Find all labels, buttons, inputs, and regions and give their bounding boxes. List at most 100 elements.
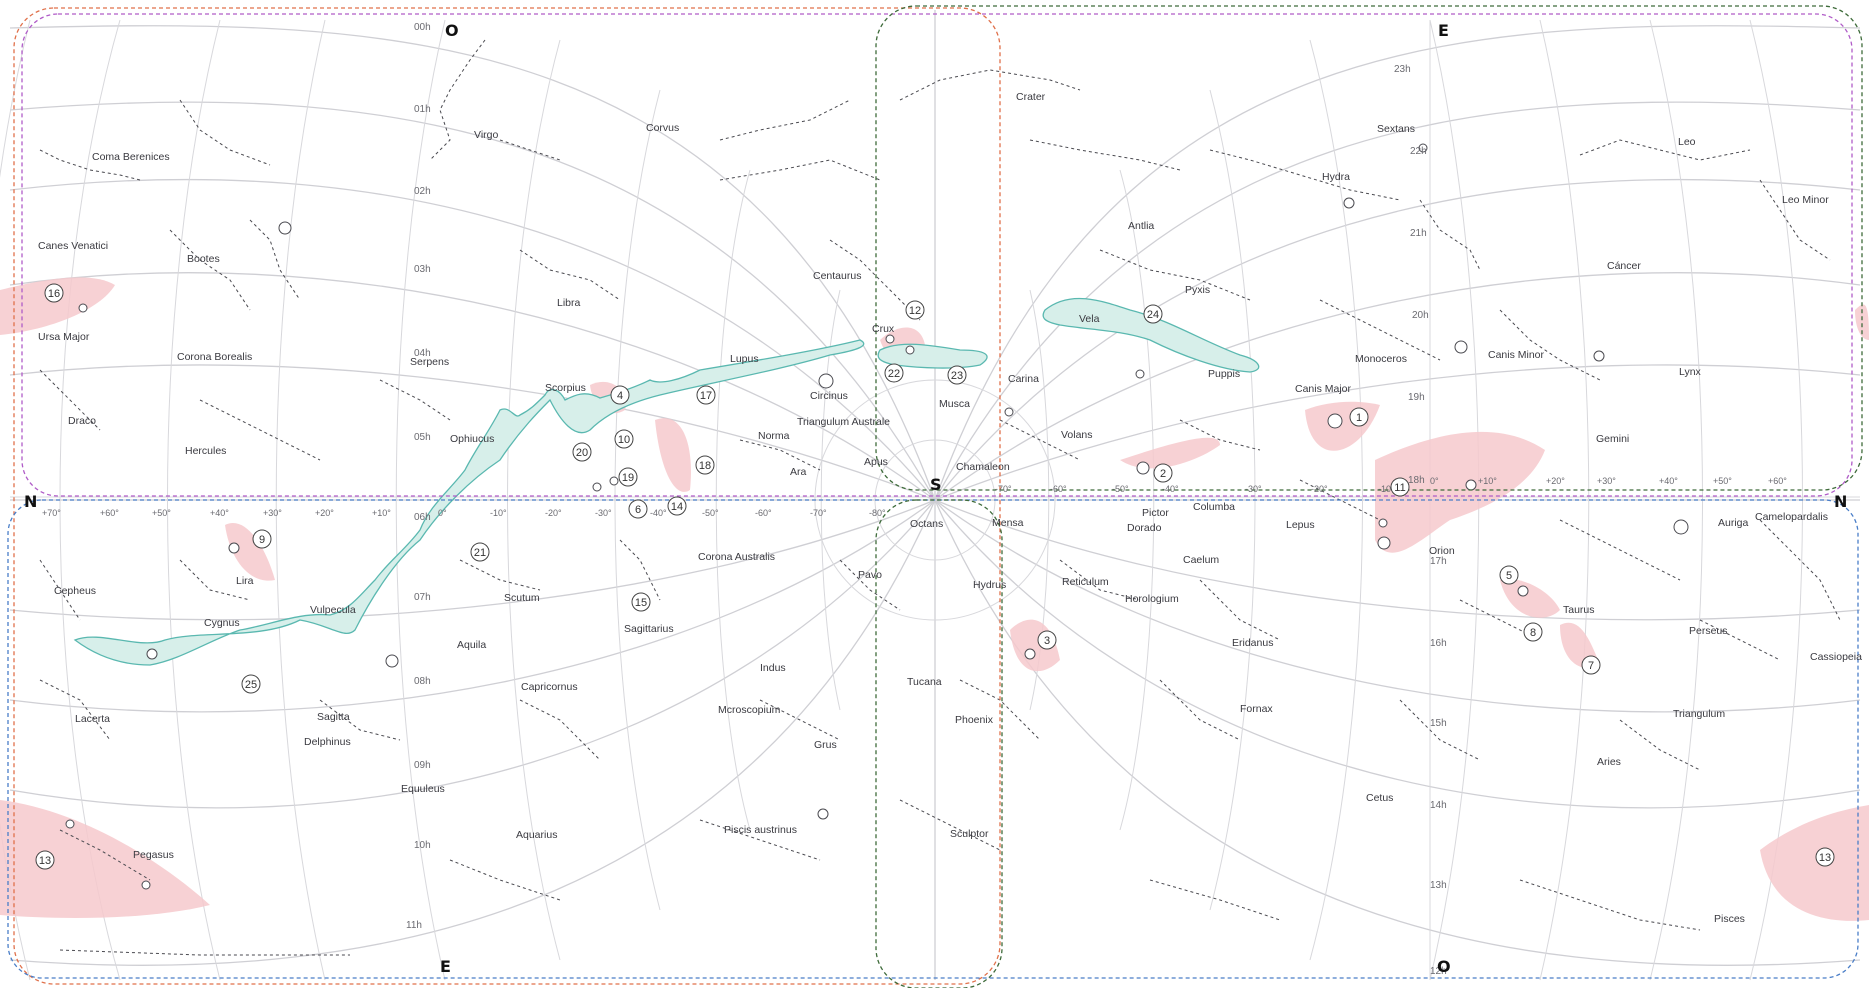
stars	[65, 143, 1689, 890]
marker-number: 7	[1588, 660, 1594, 672]
declination-label: -20°	[1311, 484, 1328, 494]
constellation-label: Chamaleon	[956, 461, 1010, 473]
marker-number: 12	[909, 305, 921, 317]
constellation-label: Eridanus	[1232, 637, 1273, 649]
hour-label: 03h	[414, 264, 431, 275]
constellation-label: Crux	[872, 323, 895, 335]
declination-label: -70°	[810, 508, 827, 518]
hour-label: 18h	[1408, 475, 1425, 486]
declination-label: +50°	[152, 508, 171, 518]
constellation-label: Bootes	[187, 253, 220, 265]
constellation-label: Corvus	[646, 122, 679, 134]
declination-label: -50°	[1112, 484, 1129, 494]
constellation-label: Pegasus	[133, 849, 174, 861]
constellation-label: Hercules	[185, 445, 226, 457]
constellation-label: Apus	[864, 456, 888, 468]
marker-number: 4	[617, 390, 623, 402]
hour-label: 06h	[414, 512, 431, 523]
hour-label: 13h	[1430, 880, 1447, 891]
constellation-label: Gemini	[1596, 433, 1629, 445]
constellation-label: Dorado	[1127, 522, 1162, 534]
hour-label: 14h	[1430, 800, 1447, 811]
declination-labels: +70° +60° +50° +40° +30° +20° +10° 0° -10° -20° -3…	[42, 476, 1787, 518]
declination-label: 0°	[1430, 476, 1439, 486]
marker-number: 13	[39, 855, 51, 867]
constellation-label: Mcroscopium	[718, 704, 781, 716]
constellation-label: Musca	[939, 398, 970, 410]
constellation-label: Ara	[790, 466, 807, 478]
marker-circle	[1390, 477, 1410, 497]
constellation-label: Monoceros	[1355, 353, 1407, 365]
constellation-label: Lynx	[1679, 366, 1702, 378]
constellation-label: Orion	[1429, 545, 1455, 557]
marker-number: 16	[48, 288, 60, 300]
constellation-label: Virgo	[474, 129, 498, 141]
constellation-label: Norma	[758, 430, 790, 442]
marker-number: 15	[635, 597, 647, 609]
cardinal-center: S	[930, 475, 942, 494]
cardinal-bottom-left: E	[440, 957, 451, 976]
cardinal-bottom-right: O	[1437, 957, 1451, 976]
hour-label: 16h	[1430, 638, 1447, 649]
marker-number: 13	[1819, 852, 1831, 864]
constellation-label: Reticulum	[1062, 576, 1109, 588]
constellation-label: Ursa Major	[38, 331, 90, 343]
hour-label: 12h	[1430, 966, 1447, 977]
marker-circle	[1523, 622, 1543, 642]
marker-number: 14	[671, 501, 683, 513]
constellation-label: Sagittarius	[624, 623, 674, 635]
marker-circle	[1499, 565, 1519, 585]
constellation-label: Aquila	[457, 639, 486, 651]
constellation-label: Leo Minor	[1782, 194, 1829, 206]
constellation-label: Draco	[68, 415, 96, 427]
marker-circle	[628, 499, 648, 519]
constellation-label: Cepheus	[54, 585, 96, 597]
cardinal-top-left: O	[445, 21, 459, 40]
constellation-label: Centaurus	[813, 270, 861, 282]
hour-label: 22h	[1410, 146, 1427, 157]
constellation-label: Scorpius	[545, 382, 586, 394]
declination-label: +60°	[100, 508, 119, 518]
declination-label: 0°	[438, 508, 447, 518]
hour-label: 05h	[414, 432, 431, 443]
declination-label: +10°	[372, 508, 391, 518]
constellation-label: Fornax	[1240, 703, 1273, 715]
constellation-label: Piscis austrinus	[724, 824, 797, 836]
constellation-label: Antlia	[1128, 220, 1154, 232]
marker-number: 2	[1160, 468, 1166, 480]
marker-number: 1	[1356, 412, 1362, 424]
declination-label: -10°	[490, 508, 507, 518]
constellation-label: Pavo	[858, 569, 882, 581]
marker-circle	[905, 300, 925, 320]
declination-label: -10°	[1378, 484, 1395, 494]
declination-label: +30°	[263, 508, 282, 518]
constellation-label: Vulpecula	[310, 604, 356, 616]
constellation-label: Pisces	[1714, 913, 1745, 925]
declination-label: +20°	[315, 508, 334, 518]
hour-label: 09h	[414, 760, 431, 771]
constellation-label: Sagitta	[317, 711, 350, 723]
declination-label: -40°	[1162, 484, 1179, 494]
declination-label: -80°	[869, 508, 886, 518]
declination-label: +10°	[1478, 476, 1497, 486]
marker-circle	[631, 592, 651, 612]
constellation-label: Canis Minor	[1488, 349, 1545, 361]
marker-circle	[572, 442, 592, 462]
hour-label: 10h	[414, 840, 431, 851]
constellation-label: Camelopardalis	[1755, 511, 1828, 523]
marker-circle	[1037, 630, 1057, 650]
marker-number: 6	[635, 504, 641, 516]
constellation-label: Columba	[1193, 501, 1235, 513]
declination-label: +50°	[1713, 476, 1732, 486]
cardinal-labels: O E N N S E O	[24, 21, 1847, 976]
hour-label: 15h	[1430, 718, 1447, 729]
declination-label: -70°	[995, 484, 1012, 494]
marker-number: 11	[1394, 482, 1405, 494]
constellation-label: Horologium	[1125, 593, 1179, 605]
marker-number: 22	[888, 368, 900, 380]
constellation-label: Serpens	[410, 356, 449, 368]
constellation-label: Capricornus	[521, 681, 578, 693]
hour-label: 11h	[406, 920, 422, 931]
cardinal-top-right: E	[1438, 21, 1449, 40]
